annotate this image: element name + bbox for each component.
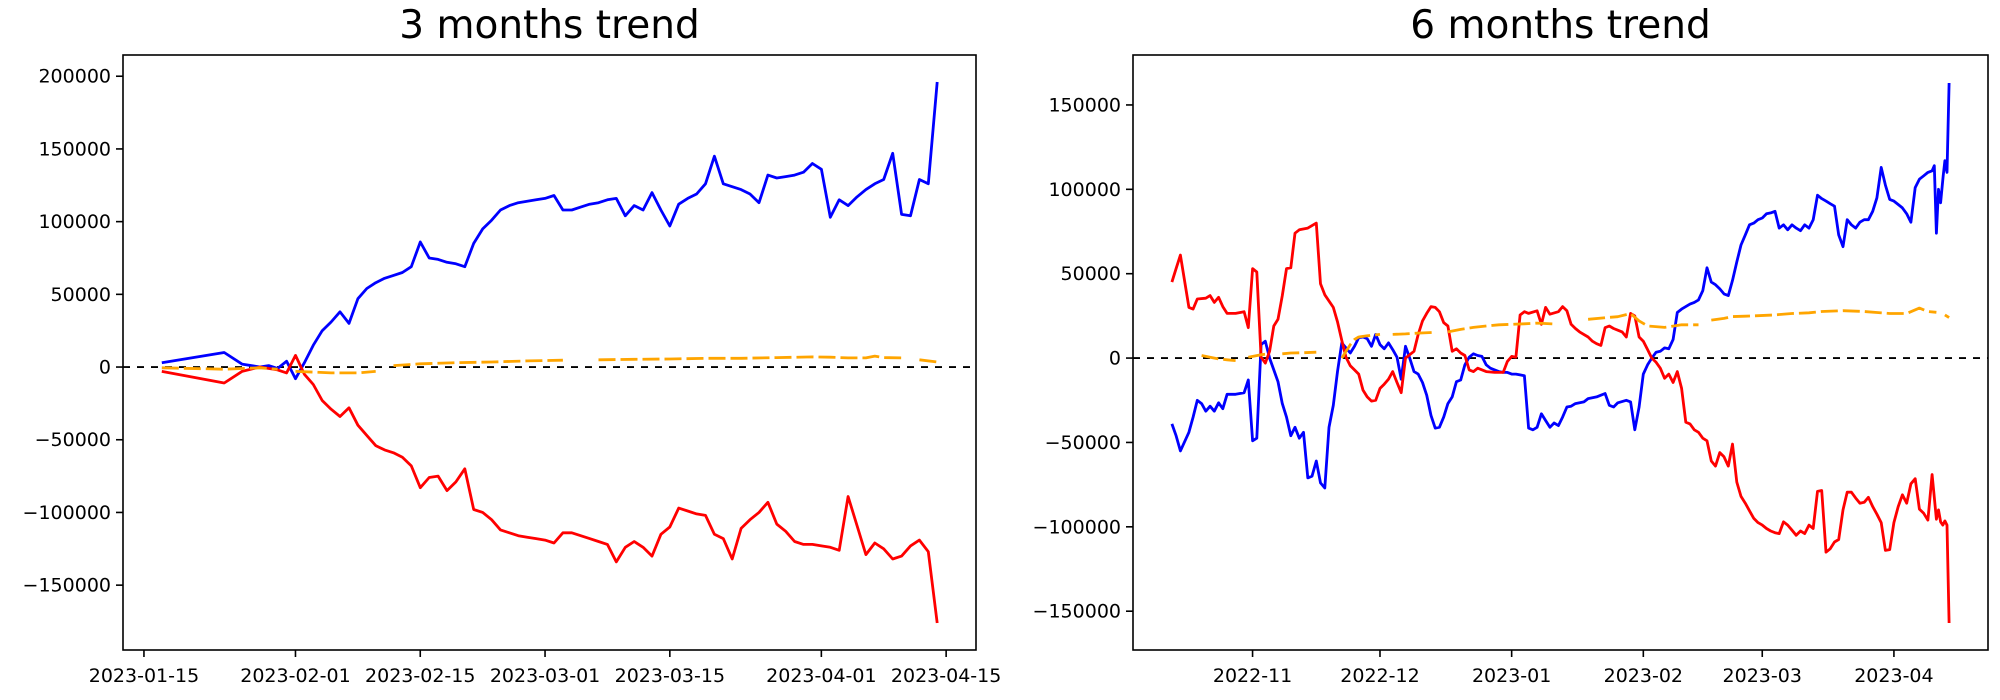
series-net-series	[1944, 313, 1950, 319]
series-net-series	[1282, 350, 1317, 356]
y-tick-label: −150000	[23, 575, 111, 597]
y-tick-label: 50000	[1061, 263, 1121, 285]
y-tick-label: −150000	[1033, 601, 1121, 623]
x-tick-label: 2023-04	[1854, 665, 1933, 687]
series-long-series	[161, 81, 939, 381]
plot-spines	[1132, 54, 1989, 651]
chart-title-3-months: 3 months trend	[399, 3, 700, 48]
chart-3-months-trend: 3 months trend 200000 150000 100000 50000 0 −…	[23, 3, 1000, 687]
x-tick-label: 2022-11	[1213, 665, 1292, 687]
x-tick-label: 2023-03-01	[490, 665, 600, 687]
x-tick-label: 2023-04-01	[766, 665, 876, 687]
x-tick-label: 2023-02-15	[365, 665, 475, 687]
series-net-series	[1201, 354, 1236, 362]
y-tick-label: −50000	[35, 429, 111, 451]
y-tick-label: 50000	[51, 284, 111, 306]
series-net-series	[598, 354, 902, 362]
y-tick-label: −100000	[1033, 516, 1121, 538]
y-tick-label: 150000	[38, 138, 111, 160]
series-short-series	[161, 353, 939, 624]
x-tick-label: 2023-01-15	[89, 665, 199, 687]
series-net-series	[1711, 306, 1937, 322]
y-tick-label: −100000	[23, 502, 111, 524]
y-tick-label: 200000	[38, 66, 111, 88]
y-tick-label: 0	[99, 357, 111, 379]
series-net-series	[295, 370, 376, 375]
series-net-series	[1340, 333, 1381, 359]
series-long-series	[1170, 82, 1951, 490]
y-tick-label: 100000	[1048, 179, 1121, 201]
series-net-series	[1248, 352, 1270, 359]
x-tick-label: 2023-01	[1472, 665, 1551, 687]
x-tick-label: 2023-02	[1604, 665, 1683, 687]
series-net-series	[919, 358, 938, 364]
y-tick-label: 100000	[38, 211, 111, 233]
chart-title-6-months: 6 months trend	[1410, 3, 1711, 48]
series-net-series	[1392, 330, 1436, 336]
x-tick-label: 2022-12	[1340, 665, 1419, 687]
series-net-series	[1447, 321, 1555, 334]
x-tick-label: 2023-03	[1723, 665, 1802, 687]
chart-canvas-6-months: 150000 100000 50000 0 −50000 −100000 −150000 20…	[1033, 54, 1989, 687]
chart-6-months-trend: 6 months trend 150000 100000 50000 0 −50000 −…	[1000, 0, 2000, 700]
series-net-series	[161, 366, 278, 371]
chart-canvas-3-months: 200000 150000 100000 50000 0 −50000 −100000 −15…	[23, 54, 1000, 687]
x-tick-label: 2023-02-01	[240, 665, 350, 687]
y-tick-label: −50000	[1045, 432, 1121, 454]
y-tick-label: 150000	[1048, 94, 1121, 116]
y-tick-label: 0	[1109, 348, 1121, 370]
series-net-series	[1587, 312, 1699, 329]
x-tick-label: 2023-04-15	[891, 665, 1000, 687]
x-tick-label: 2023-03-15	[615, 665, 725, 687]
series-net-series	[393, 358, 563, 367]
plot-spines	[122, 54, 977, 651]
series-short-series	[1170, 221, 1951, 624]
